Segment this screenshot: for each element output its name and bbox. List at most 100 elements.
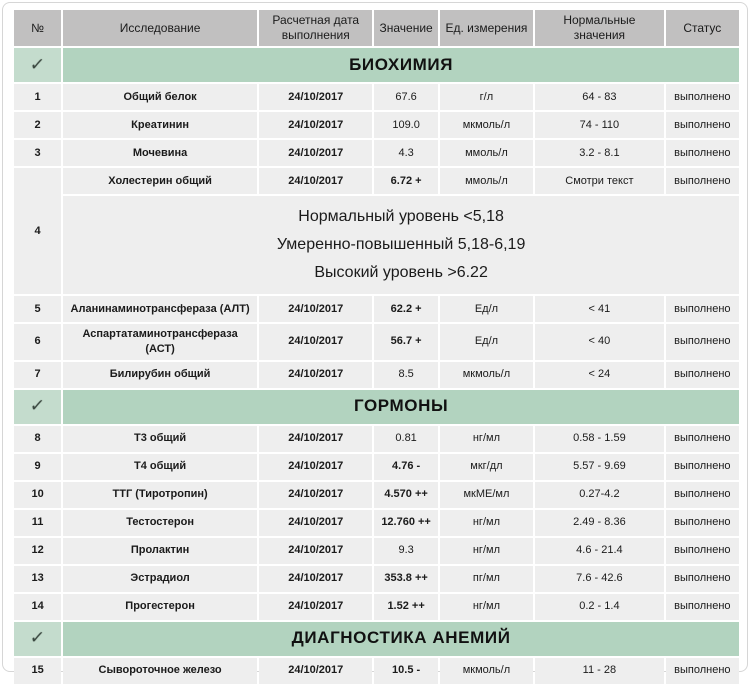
table-row: 11 Тестостерон 24/10/2017 12.760 ++ нг/м…: [14, 510, 739, 536]
result-date: 24/10/2017: [259, 510, 372, 536]
result-date: 24/10/2017: [259, 426, 372, 452]
col-header-status: Статус: [666, 10, 739, 46]
status-text: выполнено: [666, 140, 739, 166]
test-name: Пролактин: [63, 538, 257, 564]
col-header-normal: Нормальные значения: [535, 10, 664, 46]
note-row: Нормальный уровень <5,18 Умеренно-повыше…: [14, 196, 739, 294]
result-unit: г/л: [440, 84, 533, 110]
status-text: выполнено: [666, 658, 739, 684]
checkmark-icon: ✓: [29, 627, 46, 650]
result-date: 24/10/2017: [259, 324, 372, 360]
row-number: 4: [14, 168, 61, 294]
table-row: 8 Т3 общий 24/10/2017 0.81 нг/мл 0.58 - …: [14, 426, 739, 452]
normal-range: 11 - 28: [535, 658, 664, 684]
status-text: выполнено: [666, 112, 739, 138]
test-name: Прогестерон: [63, 594, 257, 620]
result-unit: мкмоль/л: [440, 112, 533, 138]
row-number: 1: [14, 84, 61, 110]
note-line: Высокий уровень >6.22: [67, 259, 735, 287]
test-name: Т3 общий: [63, 426, 257, 452]
result-unit: мкмоль/л: [440, 362, 533, 388]
note-line: Умеренно-повышенный 5,18-6,19: [67, 231, 735, 259]
table-row: 13 Эстрадиол 24/10/2017 353.8 ++ пг/мл 7…: [14, 566, 739, 592]
result-unit: Ед/л: [440, 324, 533, 360]
cholesterol-note: Нормальный уровень <5,18 Умеренно-повыше…: [63, 196, 739, 294]
result-value: 6.72 +: [374, 168, 437, 194]
note-line: Нормальный уровень <5,18: [67, 203, 735, 231]
table-row: 4 Холестерин общий 24/10/2017 6.72 + ммо…: [14, 168, 739, 194]
result-unit: ммоль/л: [440, 168, 533, 194]
test-name: Мочевина: [63, 140, 257, 166]
result-value: 9.3: [374, 538, 437, 564]
section-row-hormones: ✓ ГОРМОНЫ: [14, 390, 739, 424]
table-row: 10 ТТГ (Тиротропин) 24/10/2017 4.570 ++ …: [14, 482, 739, 508]
test-name: Эстрадиол: [63, 566, 257, 592]
normal-range: 2.49 - 8.36: [535, 510, 664, 536]
result-unit: нг/мл: [440, 594, 533, 620]
result-value: 0.81: [374, 426, 437, 452]
status-text: выполнено: [666, 324, 739, 360]
result-date: 24/10/2017: [259, 454, 372, 480]
status-text: выполнено: [666, 482, 739, 508]
normal-range: 3.2 - 8.1: [535, 140, 664, 166]
normal-range: 74 - 110: [535, 112, 664, 138]
normal-range: 0.27-4.2: [535, 482, 664, 508]
result-unit: мкмоль/л: [440, 658, 533, 684]
col-header-unit: Ед. измерения: [440, 10, 533, 46]
normal-range: 64 - 83: [535, 84, 664, 110]
status-text: выполнено: [666, 454, 739, 480]
result-date: 24/10/2017: [259, 482, 372, 508]
row-number: 12: [14, 538, 61, 564]
table-row: 12 Пролактин 24/10/2017 9.3 нг/мл 4.6 - …: [14, 538, 739, 564]
section-title: ГОРМОНЫ: [63, 390, 739, 424]
normal-range: 5.57 - 9.69: [535, 454, 664, 480]
table-row: 5 Аланинаминотрансфераза (АЛТ) 24/10/201…: [14, 296, 739, 322]
test-name: Аланинаминотрансфераза (АЛТ): [63, 296, 257, 322]
row-number: 14: [14, 594, 61, 620]
normal-range: Смотри текст: [535, 168, 664, 194]
table-row: 7 Билирубин общий 24/10/2017 8.5 мкмоль/…: [14, 362, 739, 388]
section-title: ДИАГНОСТИКА АНЕМИЙ: [63, 622, 739, 656]
status-text: выполнено: [666, 566, 739, 592]
row-number: 7: [14, 362, 61, 388]
table-row: 3 Мочевина 24/10/2017 4.3 ммоль/л 3.2 - …: [14, 140, 739, 166]
status-text: выполнено: [666, 510, 739, 536]
test-name: Т4 общий: [63, 454, 257, 480]
result-date: 24/10/2017: [259, 168, 372, 194]
result-value: 109.0: [374, 112, 437, 138]
result-value: 56.7 +: [374, 324, 437, 360]
section-row-anemia: ✓ ДИАГНОСТИКА АНЕМИЙ: [14, 622, 739, 656]
normal-range: 4.6 - 21.4: [535, 538, 664, 564]
row-number: 9: [14, 454, 61, 480]
checkmark-icon: ✓: [29, 395, 46, 418]
result-unit: Ед/л: [440, 296, 533, 322]
status-text: выполнено: [666, 168, 739, 194]
status-text: выполнено: [666, 426, 739, 452]
normal-range: 0.58 - 1.59: [535, 426, 664, 452]
row-number: 6: [14, 324, 61, 360]
test-name: Общий белок: [63, 84, 257, 110]
col-header-date: Расчетная дата выполнения: [259, 10, 372, 46]
col-header-number: №: [14, 10, 61, 46]
row-number: 8: [14, 426, 61, 452]
status-text: выполнено: [666, 362, 739, 388]
section-row-biochem: ✓ БИОХИМИЯ: [14, 48, 739, 82]
test-name: Креатинин: [63, 112, 257, 138]
row-number: 11: [14, 510, 61, 536]
result-date: 24/10/2017: [259, 84, 372, 110]
checkmark-icon: ✓: [29, 54, 46, 77]
status-text: выполнено: [666, 594, 739, 620]
table-row: 6 Аспартатаминотрансфераза (АСТ) 24/10/2…: [14, 324, 739, 360]
result-value: 4.3: [374, 140, 437, 166]
result-date: 24/10/2017: [259, 296, 372, 322]
result-value: 62.2 +: [374, 296, 437, 322]
result-value: 12.760 ++: [374, 510, 437, 536]
table-row: 1 Общий белок 24/10/2017 67.6 г/л 64 - 8…: [14, 84, 739, 110]
result-unit: нг/мл: [440, 426, 533, 452]
row-number: 13: [14, 566, 61, 592]
row-number: 15: [14, 658, 61, 684]
checkmark-icon: ✓: [14, 390, 61, 424]
status-text: выполнено: [666, 296, 739, 322]
status-text: выполнено: [666, 538, 739, 564]
normal-range: < 40: [535, 324, 664, 360]
